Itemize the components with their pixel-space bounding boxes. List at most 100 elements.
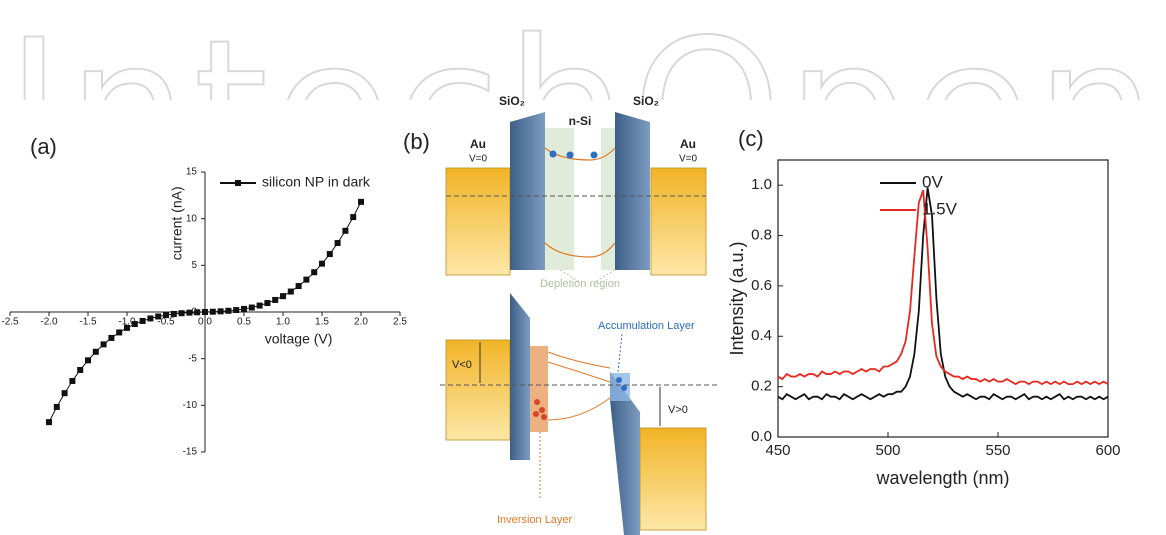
y-tick-label: 0.2 xyxy=(751,378,772,395)
x-tick-label: 500 xyxy=(875,442,900,459)
data-point xyxy=(358,198,364,205)
band-edge xyxy=(544,242,616,258)
x-tick-label: -2.0 xyxy=(40,317,58,328)
panel-label: (b) xyxy=(403,129,430,154)
band-edge xyxy=(547,361,611,383)
x-tick-label: -1.0 xyxy=(118,317,136,328)
metal-label: Au xyxy=(470,137,486,151)
plot-frame xyxy=(777,159,1109,438)
data-point xyxy=(256,302,263,309)
panel-label: (c) xyxy=(738,126,764,151)
data-point xyxy=(92,348,99,355)
x-tick-label: -2.5 xyxy=(1,317,19,328)
data-point xyxy=(280,293,286,300)
x-tick-label: 0.5 xyxy=(237,317,251,328)
data-point xyxy=(334,240,341,247)
metal xyxy=(650,167,707,276)
x-axis-label: voltage (V) xyxy=(265,331,333,347)
y-tick-label: 5 xyxy=(191,260,197,271)
oxide xyxy=(510,293,530,460)
inversion-label: Inversion Layer xyxy=(497,514,573,526)
data-point xyxy=(233,307,240,314)
y-tick-label: 0.0 xyxy=(751,428,772,445)
data-point xyxy=(69,377,76,384)
semiconductor-label: n-Si xyxy=(569,114,592,128)
data-point xyxy=(77,366,84,373)
chart: (a) -2.5 -2.0 -1.5 -1.0 -0.5 0.0 0.5 1.0 1.5 2.0 2.… xyxy=(1,134,407,458)
data-point xyxy=(319,260,325,267)
data-point xyxy=(194,309,201,316)
data-point xyxy=(342,227,349,234)
chart: (c) 450 500 550 600 0.0 0.2 0.4 0.6 0.8 1.0 wavelen… xyxy=(727,126,1121,488)
x-axis-label: wavelength (nm) xyxy=(875,468,1009,488)
legend-label: 0V xyxy=(922,172,943,191)
data-point xyxy=(264,300,271,307)
x-tick-label: 0.0 xyxy=(198,317,212,328)
y-tick-label: 10 xyxy=(186,213,198,224)
pointer xyxy=(617,333,623,373)
metal xyxy=(445,339,511,441)
data-point xyxy=(217,308,224,315)
bias-label: V>0 xyxy=(668,404,688,416)
hole xyxy=(534,399,540,405)
accumulation-label: Accumulation Layer xyxy=(598,320,695,332)
oxide-label: SiO₂ xyxy=(499,94,525,108)
electron xyxy=(566,151,574,159)
bias-label: V=0 xyxy=(469,154,488,165)
hole xyxy=(533,411,539,417)
data-point xyxy=(287,288,294,295)
y-axis-label: Intensity (a.u.) xyxy=(727,241,747,355)
x-tick-label: -1.5 xyxy=(79,317,97,328)
y-tick-label: -15 xyxy=(183,447,198,458)
depletion-label: Depletion region xyxy=(540,278,620,290)
y-tick-label: 0.6 xyxy=(751,277,772,294)
y-axis-label: current (nA) xyxy=(169,186,185,260)
data-point xyxy=(170,310,177,317)
data-point xyxy=(116,329,123,336)
data-point xyxy=(209,308,216,315)
series-line xyxy=(777,189,1109,386)
band-edge xyxy=(547,397,611,421)
panel-label: (a) xyxy=(30,134,57,159)
data-point xyxy=(131,321,138,328)
x-tick-label: 2.5 xyxy=(393,317,407,328)
electron xyxy=(549,150,557,158)
data-point xyxy=(147,315,154,322)
oxide xyxy=(610,372,640,535)
data-point xyxy=(241,305,247,312)
x-tick-label: 1.5 xyxy=(315,317,329,328)
data-point xyxy=(100,341,107,348)
data-point xyxy=(46,419,52,426)
hole xyxy=(539,407,545,413)
data-point xyxy=(108,334,115,341)
data-point xyxy=(248,304,255,311)
watermark: IntechOpen xyxy=(6,0,1156,220)
hole xyxy=(541,414,547,420)
oxide xyxy=(615,112,650,270)
data-point xyxy=(61,390,68,397)
data-point xyxy=(202,309,208,315)
data-point xyxy=(53,403,60,410)
accumulation-zone xyxy=(610,373,630,401)
data-point xyxy=(350,214,357,221)
data-point xyxy=(272,296,279,303)
y-tick-label: -10 xyxy=(183,400,198,411)
x-tick-label: -0.5 xyxy=(157,317,175,328)
x-tick-label: 2.0 xyxy=(354,317,368,328)
metal xyxy=(639,427,707,531)
electron xyxy=(616,377,622,383)
data-point xyxy=(178,310,185,317)
y-tick-label: -5 xyxy=(188,353,197,364)
y-tick-label: 15 xyxy=(186,167,198,178)
bias-label: V=0 xyxy=(679,154,698,165)
legend-label: silicon NP in dark xyxy=(262,174,371,190)
y-tick-label: 0.4 xyxy=(751,327,772,344)
y-tick-label: 0.8 xyxy=(751,227,772,244)
data-point xyxy=(186,309,193,316)
data-point xyxy=(155,313,162,320)
series-line xyxy=(777,187,1109,401)
x-tick-label: 1.0 xyxy=(276,317,290,328)
electron xyxy=(621,385,627,391)
data-point xyxy=(124,324,130,331)
